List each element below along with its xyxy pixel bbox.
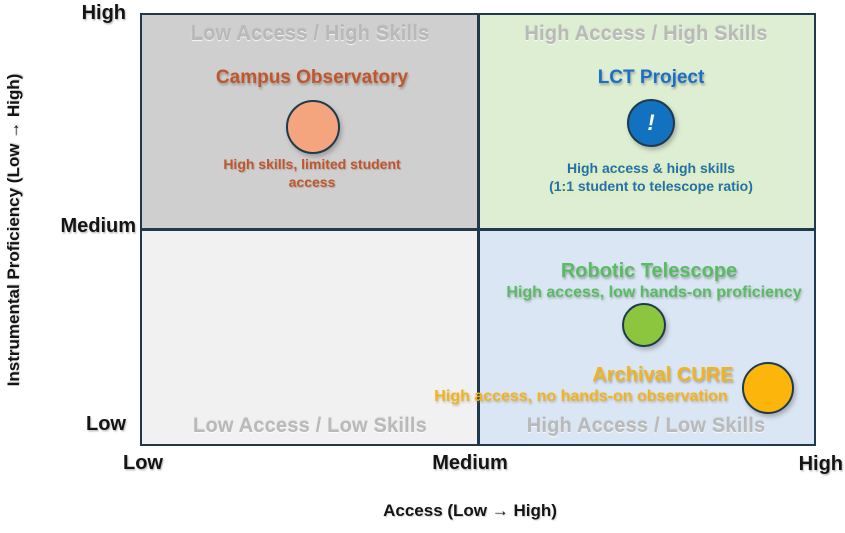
lct-project-caption-line1: High access & high skills: [566, 160, 736, 176]
robotic-telescope-title: Robotic Telescope: [560, 260, 738, 282]
exclamation-icon: !: [647, 110, 655, 135]
lct-project-caption: High access & high skills (1:1 student t…: [517, 160, 785, 195]
x-tick-low: Low: [123, 452, 163, 474]
quadrant-low-access-low-skills: [142, 229, 478, 444]
archival-cure-dot: [742, 362, 794, 414]
campus-observatory-dot: [286, 100, 340, 154]
x-tick-high: High: [798, 453, 843, 475]
x-tick-medium: Medium: [432, 452, 508, 474]
horizontal-divider: [142, 228, 814, 231]
robotic-telescope-dot: [622, 303, 666, 347]
archival-cure-title: Archival CURE: [592, 364, 734, 386]
lct-project-title: LCT Project: [597, 67, 705, 88]
y-tick-low: Low: [86, 413, 126, 435]
y-axis-title: Instrumental Proficiency (Low → High): [4, 73, 23, 387]
robotic-telescope-caption: High access, low hands-on proficiency: [506, 284, 802, 301]
lct-project-dot: !: [627, 99, 675, 147]
lct-project-caption-line2: (1:1 student to telescope ratio): [549, 177, 753, 194]
campus-observatory-title: Campus Observatory: [215, 67, 409, 88]
campus-observatory-caption: High skills, limited student access: [223, 156, 401, 190]
x-axis-title: Access (Low → High): [383, 501, 557, 520]
plot-area: Low Access / High Skills High Access / H…: [140, 13, 816, 446]
archival-cure-caption: High access, no hands-on observation: [434, 388, 728, 405]
y-tick-high: High: [81, 2, 126, 24]
y-tick-medium: Medium: [60, 215, 136, 237]
